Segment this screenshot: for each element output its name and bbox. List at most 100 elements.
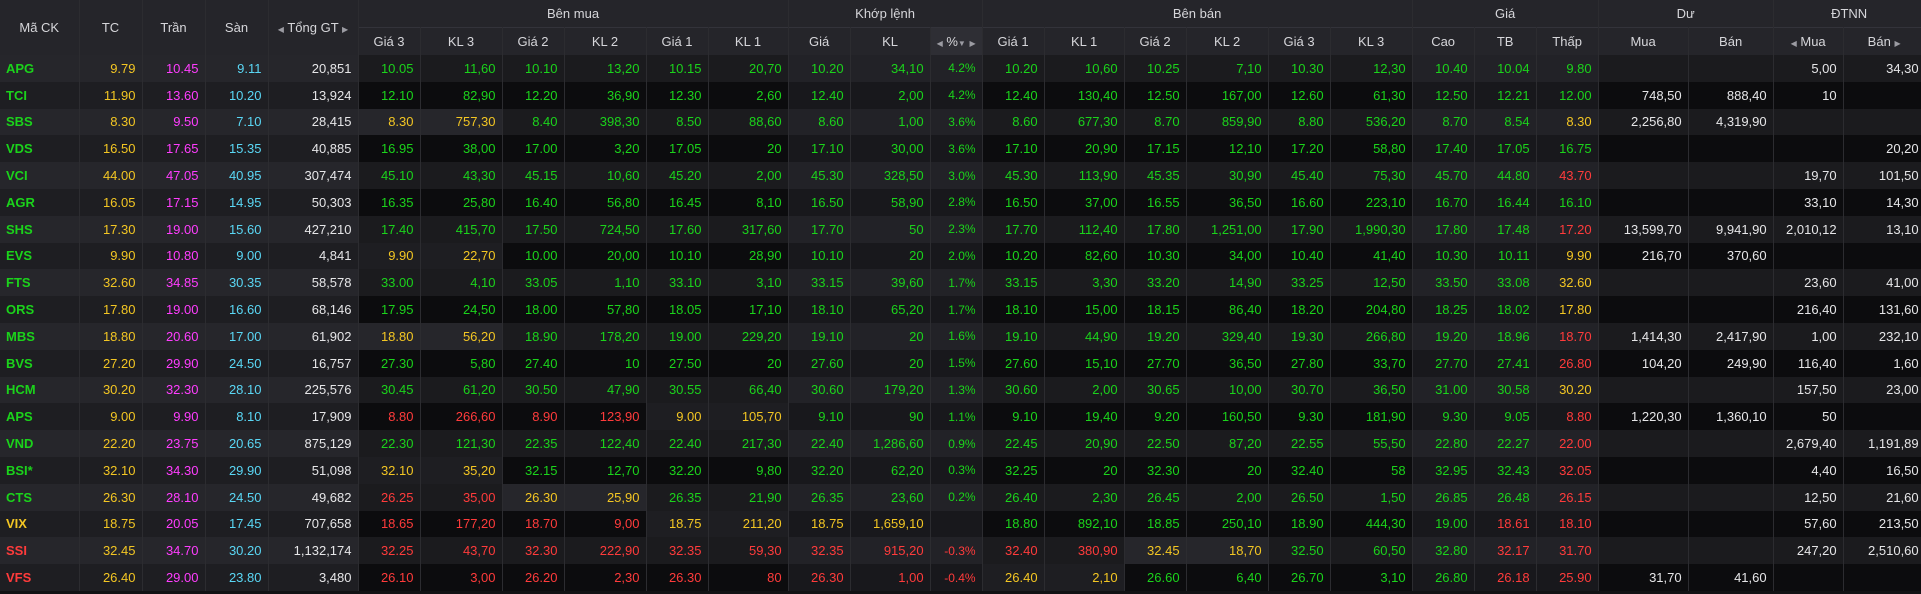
header-foreign-buy[interactable]: ◀ Mua [1773,27,1844,55]
header-match-percent[interactable]: ◀ %▼ ▶ [930,27,983,55]
cell-bid-price-2: 8.40 [502,108,565,136]
header-reference[interactable]: TC [79,0,143,55]
header-match-vol[interactable]: KL [850,27,931,55]
table-row[interactable]: VIX 18.75 20.05 17.45 707,658 18.65 177,20 18.7… [0,510,1921,538]
header-total-value[interactable]: ◀ Tổng GT ▶ [268,0,359,55]
cell-ask-vol-2: 36,50 [1186,188,1269,216]
header-remain-buy[interactable]: Mua [1598,27,1689,55]
header-ask-price-3[interactable]: Giá 3 [1268,27,1331,55]
header-bid-vol-1[interactable]: KL 1 [708,27,789,55]
table-row[interactable]: VND 22.20 23.75 20.65 875,129 22.30 121,30 22.3… [0,430,1921,457]
cell-bid-price-3: 8.30 [358,108,421,136]
header-bid-vol-2[interactable]: KL 2 [564,27,647,55]
header-bid-price-1[interactable]: Giá 1 [646,27,709,55]
cell-sym[interactable]: SHS [0,215,80,243]
header-bid-vol-3[interactable]: KL 3 [420,27,503,55]
cell-foreign-sell: 20,20 [1843,135,1921,163]
table-row[interactable]: VFS 26.40 29.00 23.80 3,480 26.10 3,00 26.20 2,3… [0,564,1921,591]
cell-bid-vol-3: 24,50 [420,296,503,323]
cell-total-value: 61,902 [268,322,359,350]
table-row[interactable]: MBS 18.80 20.60 17.00 61,902 18.80 56,20 18.90 1… [0,322,1921,350]
header-bid-price-3[interactable]: Giá 3 [358,27,421,55]
cell-sym[interactable]: VDS [0,135,80,163]
cell-sym[interactable]: FTS [0,269,80,297]
table-row[interactable]: FTS 32.60 34.85 30.35 58,578 33.00 4,10 33.05 1,… [0,269,1921,297]
header-ask-vol-1[interactable]: KL 1 [1044,27,1125,55]
right-arrow-icon[interactable]: ▶ [342,25,349,34]
cell-ask-vol-3: 60,50 [1330,537,1413,565]
cell-sym[interactable]: VFS [0,564,80,591]
header-symbol[interactable]: Mã CK [0,0,80,55]
cell-total-value: 17,909 [268,403,359,431]
cell-ceiling-price: 47.05 [142,162,206,189]
cell-sym[interactable]: VND [0,430,80,457]
header-ask-price-1[interactable]: Giá 1 [982,27,1045,55]
table-row[interactable]: TCI 11.90 13.60 10.20 13,924 12.10 82,90 12.20 3… [0,81,1921,109]
cell-ask-price-3: 32.40 [1268,456,1331,484]
table-row[interactable]: VDS 16.50 17.65 15.35 40,885 16.95 38,00 17.00 3… [0,135,1921,163]
table-row[interactable]: APG 9.79 10.45 9.11 20,851 10.05 11,60 10.10 13,… [0,55,1921,82]
header-ask-price-2[interactable]: Giá 2 [1124,27,1187,55]
cell-sym[interactable]: APS [0,403,80,431]
cell-sym[interactable]: AGR [0,188,80,216]
cell-sym[interactable]: MBS [0,322,80,350]
cell-high-price: 10.30 [1412,242,1475,270]
cell-sym[interactable]: TCI [0,81,80,109]
header-foreign-sell[interactable]: Bán ▶ [1843,27,1921,55]
table-row[interactable]: SHS 17.30 19.00 15.60 427,210 17.40 415,70 17.5… [0,215,1921,243]
cell-bid-price-2: 32.30 [502,537,565,565]
header-ask-vol-2[interactable]: KL 2 [1186,27,1269,55]
table-row[interactable]: ORS 17.80 19.00 16.60 68,146 17.95 24,50 18.00 5… [0,296,1921,323]
header-ceiling[interactable]: Trần [142,0,206,55]
table-row[interactable]: HCM 30.20 32.30 28.10 225,576 30.45 61,20 30.50… [0,376,1921,404]
cell-sym[interactable]: ORS [0,296,80,323]
right-arrow-icon[interactable]: ▶ [1894,39,1901,48]
right-arrow-icon[interactable]: ▶ [969,39,976,48]
table-row[interactable]: VCI 44.00 47.05 40.95 307,474 45.10 43,30 45.15… [0,162,1921,189]
cell-sym[interactable]: APG [0,55,80,82]
cell-sym[interactable]: VIX [0,510,80,538]
cell-sym[interactable]: EVS [0,242,80,270]
cell-bid-price-2: 8.90 [502,403,565,431]
cell-sym[interactable]: VCI [0,162,80,189]
cell-bid-vol-2: 47,90 [564,376,647,404]
cell-low-price: 16.10 [1536,188,1599,216]
header-high[interactable]: Cao [1412,27,1475,55]
cell-remain-sell [1688,483,1774,511]
table-row[interactable]: APS 9.00 9.90 8.10 17,909 8.80 266,60 8.90 123,9… [0,403,1921,431]
cell-bid-price-1: 9.00 [646,403,709,431]
cell-bid-price-2: 32.15 [502,456,565,484]
cell-remain-buy [1598,537,1689,565]
cell-sym[interactable]: BSI* [0,456,80,484]
header-ask-vol-3[interactable]: KL 3 [1330,27,1413,55]
cell-sym[interactable]: SBS [0,108,80,136]
header-match-price[interactable]: Giá [788,27,851,55]
header-floor[interactable]: Sàn [205,0,269,55]
cell-sym[interactable]: HCM [0,376,80,404]
table-row[interactable]: EVS 9.90 10.80 9.00 4,841 9.90 22,70 10.00 20,00… [0,242,1921,270]
left-arrow-icon[interactable]: ◀ [1790,39,1797,48]
cell-remain-buy [1598,55,1689,82]
cell-bid-price-1: 22.40 [646,430,709,457]
header-average[interactable]: TB [1474,27,1537,55]
cell-foreign-buy [1773,564,1844,591]
table-row[interactable]: SSI 32.45 34.70 30.20 1,132,174 32.25 43,70 32.… [0,537,1921,565]
cell-sym[interactable]: BVS [0,349,80,377]
header-low[interactable]: Thấp [1536,27,1599,55]
left-arrow-icon[interactable]: ◀ [936,39,943,48]
header-bid-price-2[interactable]: Giá 2 [502,27,565,55]
table-row[interactable]: CTS 26.30 28.10 24.50 49,682 26.25 35,00 26.30 2… [0,483,1921,511]
cell-ref-price: 9.90 [79,242,143,270]
cell-foreign-sell: 16,50 [1843,456,1921,484]
table-row[interactable]: SBS 8.30 9.50 7.10 28,415 8.30 757,30 8.40 398,3… [0,108,1921,136]
table-row[interactable]: BSI* 32.10 34.30 29.90 51,098 32.10 35,20 32.15… [0,456,1921,484]
table-row[interactable]: BVS 27.20 29.90 24.50 16,757 27.30 5,80 27.40 10… [0,349,1921,377]
cell-sym[interactable]: CTS [0,483,80,511]
table-row[interactable]: AGR 16.05 17.15 14.95 50,303 16.35 25,80 16.40 5… [0,188,1921,216]
cell-sym[interactable]: SSI [0,537,80,565]
cell-bid-vol-3: 35,00 [420,483,503,511]
left-arrow-icon[interactable]: ◀ [277,25,284,34]
header-remain-sell[interactable]: Bán [1688,27,1774,55]
cell-bid-price-2: 18.70 [502,510,565,538]
cell-ask-vol-3: 1,50 [1330,483,1413,511]
